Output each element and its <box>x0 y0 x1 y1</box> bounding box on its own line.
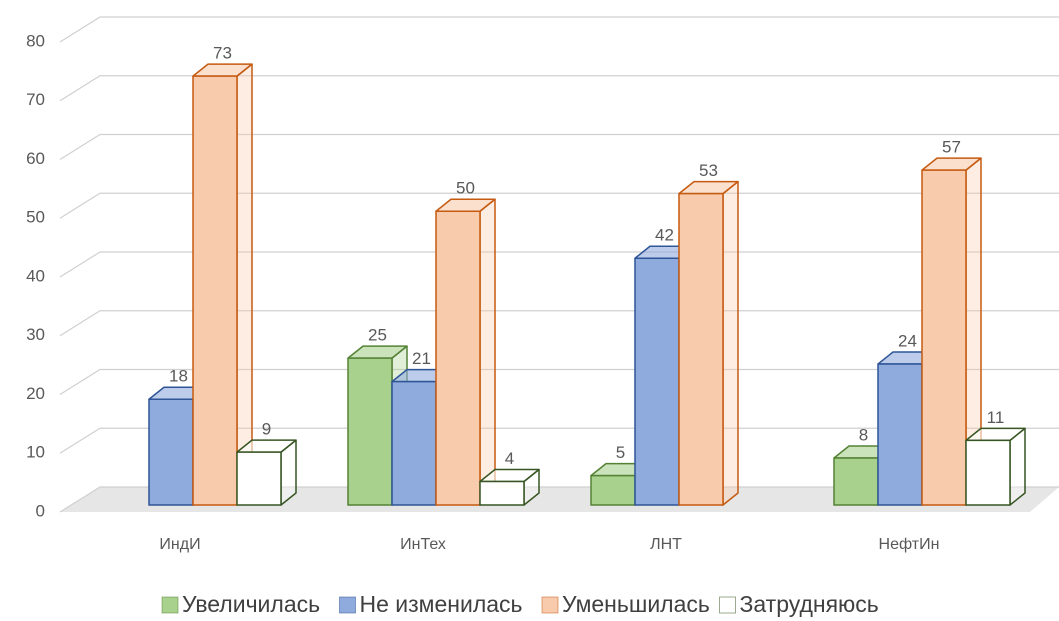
bar <box>877 363 923 506</box>
grid-line <box>59 16 1059 43</box>
y-tick-label: 0 <box>36 501 45 520</box>
legend-label: Затрудняюсь <box>740 591 879 617</box>
bar <box>921 169 967 506</box>
grid-line <box>59 75 1059 102</box>
y-tick-label: 20 <box>26 384 45 403</box>
x-tick-label: ЛНТ <box>650 536 682 553</box>
data-label: 25 <box>368 326 387 345</box>
grid-line <box>59 486 1059 513</box>
x-tick-label: ИндИ <box>159 536 200 553</box>
bar <box>391 380 437 506</box>
y-tick-label: 50 <box>26 208 45 227</box>
bar <box>435 210 481 506</box>
y-tick-label: 10 <box>26 443 45 462</box>
bar <box>965 439 1011 506</box>
legend-label: Не изменилась <box>360 591 523 617</box>
bar <box>833 457 879 506</box>
data-label: 50 <box>456 179 475 198</box>
bar <box>236 451 282 506</box>
legend-swatch <box>719 596 736 614</box>
bar <box>479 480 525 506</box>
bar-side <box>722 180 739 506</box>
data-label: 24 <box>898 331 917 350</box>
y-tick-label: 60 <box>26 149 45 168</box>
data-label: 18 <box>169 367 188 386</box>
floor <box>60 487 1059 512</box>
y-tick-label: 30 <box>26 325 45 344</box>
bar <box>347 357 393 506</box>
data-label: 73 <box>213 44 232 63</box>
x-tick-label: НефтИн <box>879 536 940 553</box>
grid-line <box>59 368 1059 396</box>
bar <box>148 398 194 506</box>
data-label: 42 <box>655 226 674 245</box>
bar <box>678 192 724 506</box>
x-tick-label: ИнТех <box>400 536 446 553</box>
grid-line <box>59 133 1059 161</box>
data-label: 21 <box>412 349 431 368</box>
legend-label: Увеличилась <box>182 591 320 617</box>
data-label: 53 <box>699 161 718 180</box>
grid-line <box>59 427 1059 454</box>
data-label: 8 <box>859 425 868 444</box>
data-label: 57 <box>942 138 961 157</box>
legend-swatch <box>161 596 179 614</box>
bar <box>192 75 238 506</box>
bar-side <box>479 198 496 506</box>
grid-line <box>59 192 1059 219</box>
data-label: 9 <box>262 420 271 439</box>
legend-swatch <box>541 596 559 614</box>
bar <box>590 474 636 506</box>
data-label: 5 <box>616 443 625 462</box>
grid-line <box>59 251 1059 278</box>
bar <box>634 257 680 506</box>
data-label: 4 <box>505 449 514 468</box>
grid-line <box>59 310 1059 337</box>
y-tick-label: 80 <box>26 31 45 50</box>
data-label: 11 <box>987 408 1005 427</box>
bar-side <box>1009 427 1026 506</box>
y-tick-label: 40 <box>26 266 45 285</box>
y-tick-label: 70 <box>26 90 45 109</box>
legend-label: Уменьшилась <box>562 591 710 617</box>
legend-swatch <box>339 596 356 614</box>
bar-side <box>236 63 253 506</box>
